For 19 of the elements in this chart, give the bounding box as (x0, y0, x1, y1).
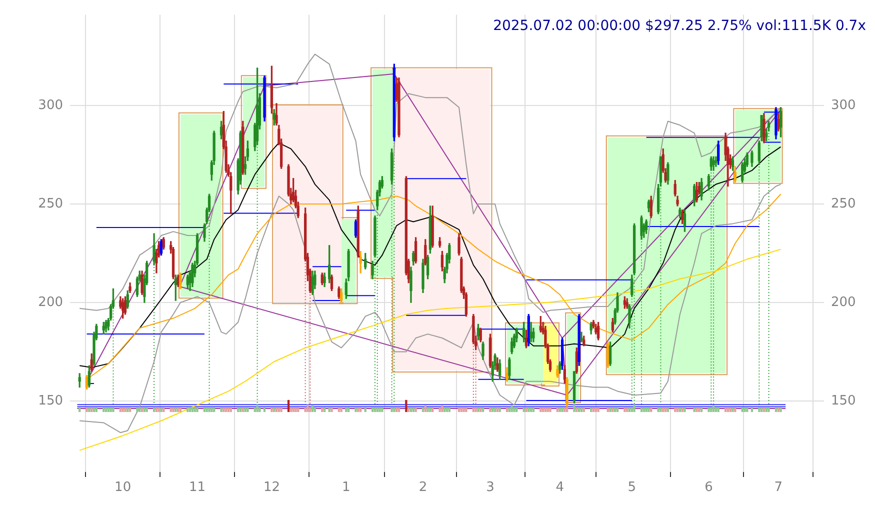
y-tick-label: 150 (38, 393, 63, 408)
y2-tick-label: 250 (831, 196, 856, 212)
y-tick-label: 250 (38, 196, 63, 212)
y-tick-label: 300 (38, 98, 63, 113)
x-tick-label: 3 (486, 480, 494, 496)
x-tick-label: 10 (114, 480, 132, 496)
x-tick-label: 11 (188, 480, 206, 496)
y2-tick-label: 150 (831, 393, 856, 408)
x-tick-label: 2 (418, 480, 428, 496)
x-tick-label: 12 (263, 480, 280, 496)
x-tick-label: 1 (342, 480, 350, 496)
y2-tick-label: 200 (831, 294, 856, 310)
x-tick-label: 4 (556, 480, 564, 496)
chart-title: 2025.07.02 00:00:00 $297.25 2.75% vol:111.5K 0.7x (493, 18, 866, 34)
y-tick-label: 200 (38, 294, 63, 310)
y2-tick-label: 300 (831, 98, 856, 113)
x-tick-label: 5 (628, 480, 636, 496)
x-tick-label: 6 (704, 480, 713, 496)
x-tick-label: 7 (774, 480, 783, 496)
